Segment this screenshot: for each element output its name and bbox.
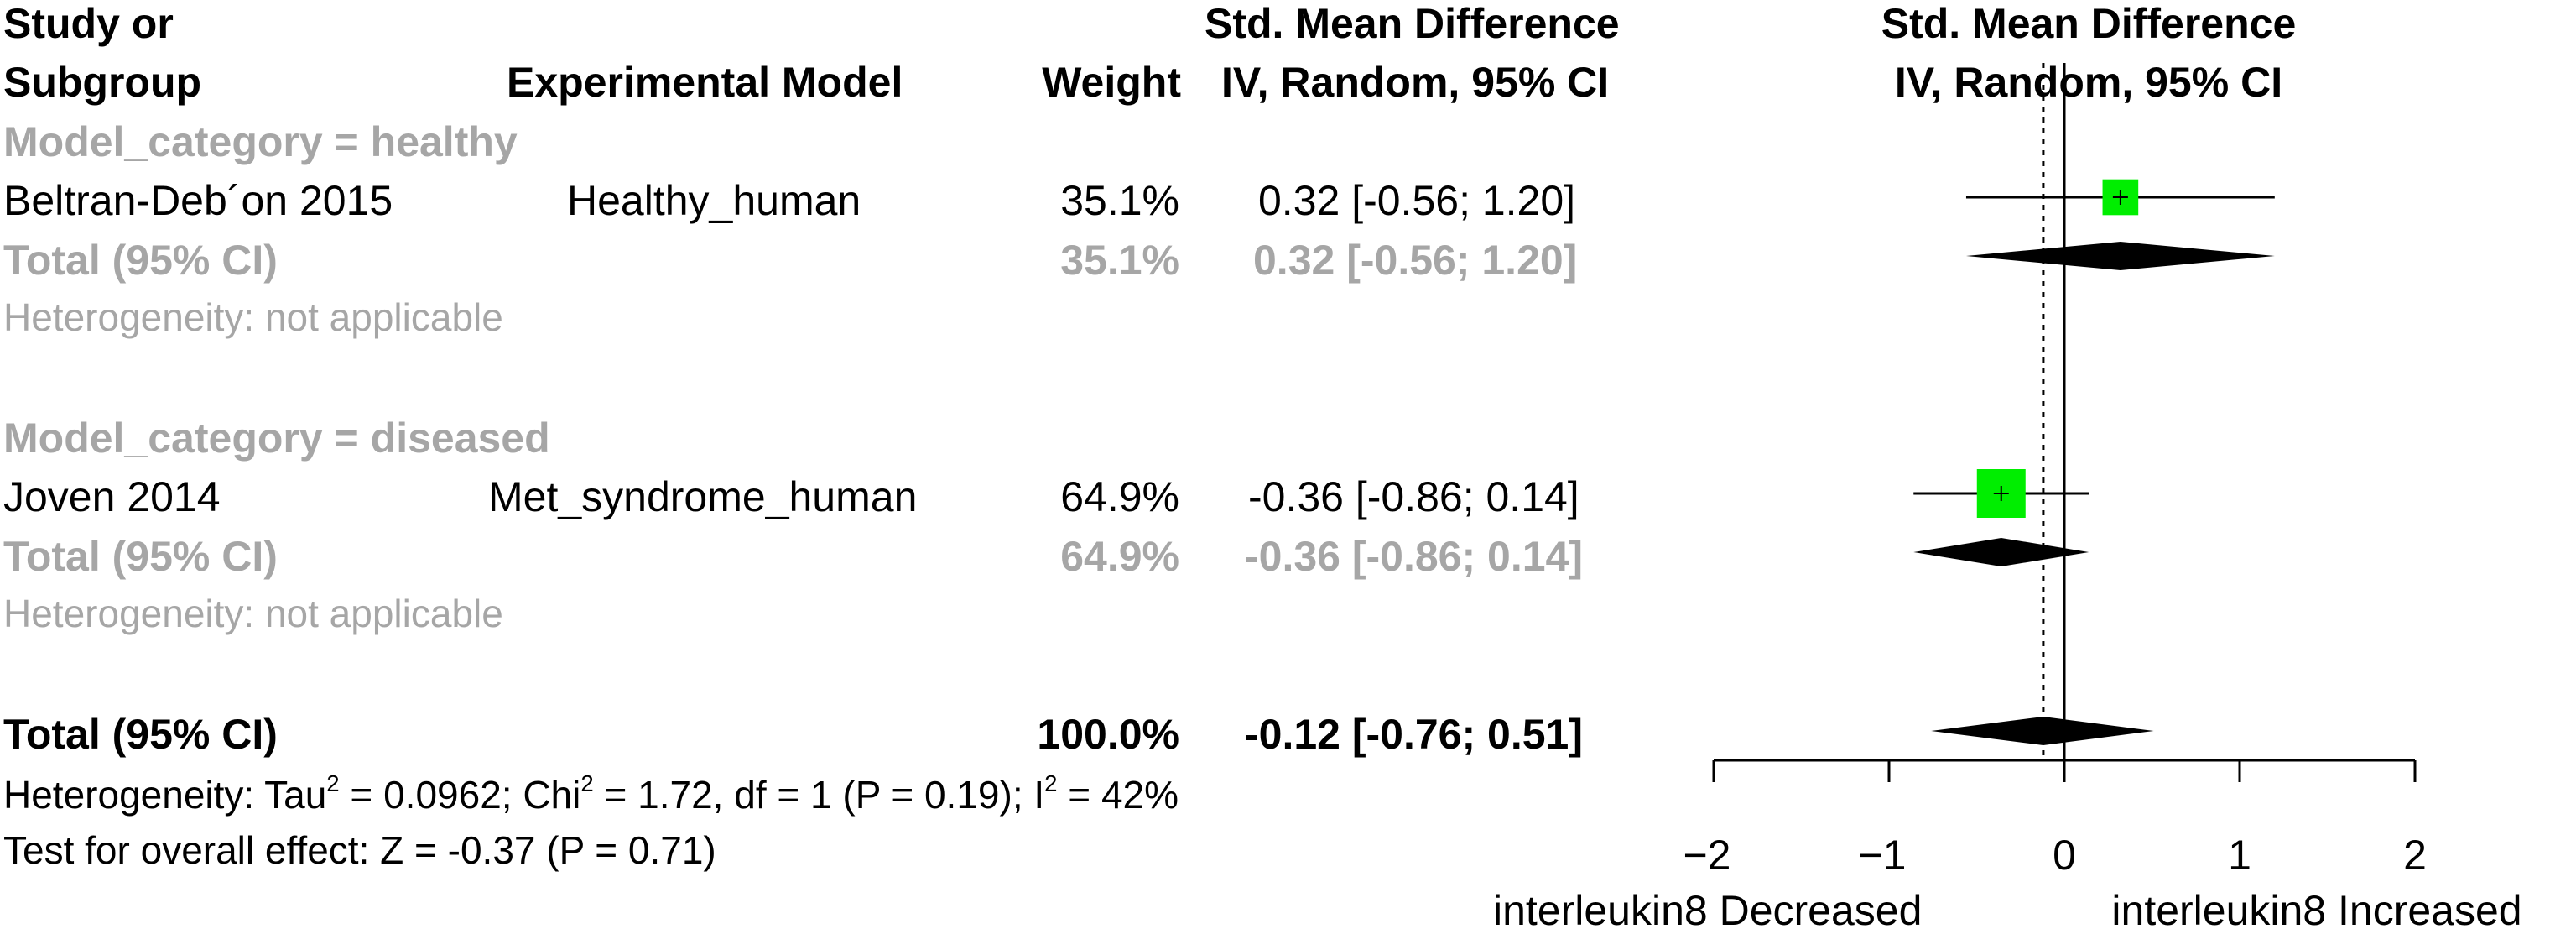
subgroup-label-diseased: Model_category = diseased bbox=[3, 415, 550, 462]
subgroup-total-label-healthy: Total (95% CI) bbox=[3, 237, 278, 284]
study-weight-beltran: 35.1% bbox=[1060, 177, 1179, 224]
axis-label-increased: interleukin8 Increased bbox=[2111, 887, 2522, 934]
x-tick-label: −1 bbox=[1858, 832, 1906, 879]
header-plot-line1: Std. Mean Difference bbox=[1881, 0, 2297, 47]
overall-diamond bbox=[1931, 717, 2154, 745]
overall-heterogeneity: Heterogeneity: Tau2 = 0.0962; Chi2 = 1.7… bbox=[3, 770, 1179, 817]
overall-total-weight: 100.0% bbox=[1037, 711, 1179, 758]
subgroup-total-weight-diseased: 64.9% bbox=[1060, 533, 1179, 580]
subgroup-diamond-diseased bbox=[1913, 538, 2089, 566]
overall-total-label: Total (95% CI) bbox=[3, 711, 278, 758]
header-study-line1: Study or bbox=[3, 0, 174, 47]
subgroup-heterogeneity-diseased: Heterogeneity: not applicable bbox=[3, 592, 503, 635]
study-weight-joven: 64.9% bbox=[1060, 473, 1179, 520]
subgroup-heterogeneity-healthy: Heterogeneity: not applicable bbox=[3, 295, 503, 339]
header-experimental-model: Experimental Model bbox=[507, 59, 903, 106]
overall-total-ci: -0.12 [-0.76; 0.51] bbox=[1245, 711, 1583, 758]
subgroup-diamond-healthy bbox=[1965, 242, 2275, 270]
study-ci-joven: -0.36 [-0.86; 0.14] bbox=[1248, 473, 1579, 520]
overall-effect-test: Test for overall effect: Z = -0.37 (P = … bbox=[3, 828, 716, 872]
subgroup-total-weight-healthy: 35.1% bbox=[1060, 237, 1179, 284]
subgroup-total-ci-diseased: -0.36 [-0.86; 0.14] bbox=[1245, 533, 1583, 580]
subgroup-total-label-diseased: Total (95% CI) bbox=[3, 533, 278, 580]
subgroup-label-healthy: Model_category = healthy bbox=[3, 118, 518, 165]
header-weight: Weight bbox=[1042, 59, 1181, 106]
x-tick-label: 0 bbox=[2053, 832, 2076, 879]
study-model-joven: Met_syndrome_human bbox=[488, 473, 918, 520]
axis-label-decreased: interleukin8 Decreased bbox=[1493, 887, 1923, 934]
study-model-beltran: Healthy_human bbox=[567, 177, 861, 224]
study-name-joven: Joven 2014 bbox=[3, 473, 221, 520]
header-smd-line2: IV, Random, 95% CI bbox=[1221, 59, 1610, 106]
x-tick-label: 1 bbox=[2228, 832, 2251, 879]
header-plot-line2: IV, Random, 95% CI bbox=[1894, 59, 2283, 106]
subgroup-total-ci-healthy: 0.32 [-0.56; 1.20] bbox=[1253, 237, 1578, 284]
study-name-beltran: Beltran-Deb´on 2015 bbox=[3, 177, 393, 224]
header-smd-line1: Std. Mean Difference bbox=[1205, 0, 1620, 47]
study-ci-beltran: 0.32 [-0.56; 1.20] bbox=[1258, 177, 1576, 224]
x-tick-label: −2 bbox=[1683, 832, 1730, 879]
x-tick-label: 2 bbox=[2403, 832, 2427, 879]
header-study-line2: Subgroup bbox=[3, 59, 202, 106]
